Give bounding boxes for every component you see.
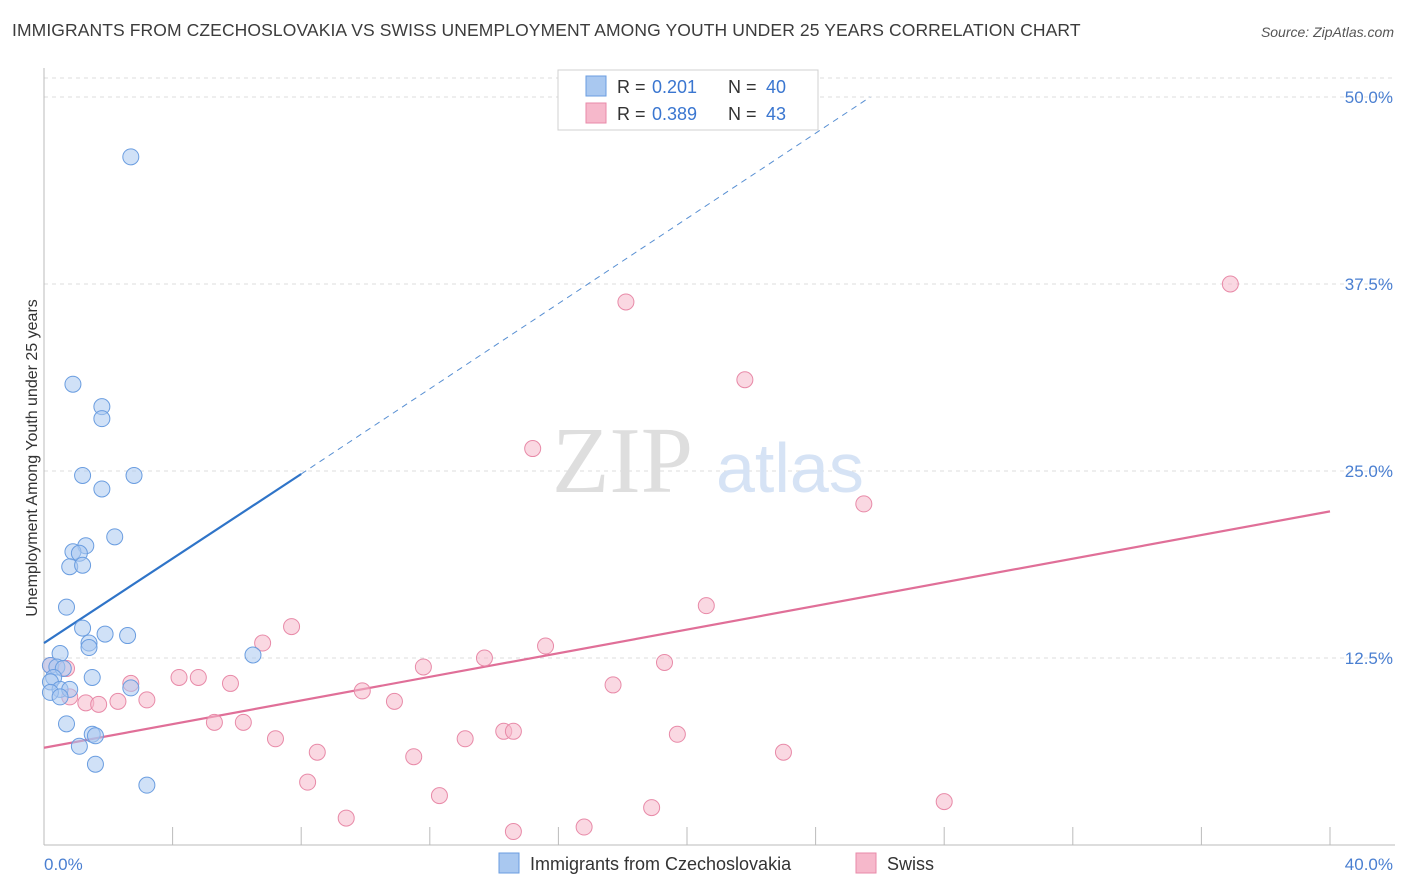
point-czechoslovakia-13 bbox=[58, 598, 76, 616]
point-swiss-42 bbox=[575, 818, 593, 836]
legend-swatch-swiss bbox=[585, 102, 607, 124]
watermark-atlas: atlas bbox=[716, 429, 864, 507]
legend-r-value-2: 0.389 bbox=[652, 104, 697, 124]
points-swiss bbox=[41, 275, 1239, 841]
watermark-zip: ZIP bbox=[552, 409, 693, 513]
point-czechoslovakia-0 bbox=[122, 148, 140, 166]
point-swiss-40 bbox=[935, 793, 953, 811]
point-czechoslovakia-4 bbox=[74, 466, 92, 484]
gridlines bbox=[44, 77, 1395, 659]
point-czechoslovakia-34 bbox=[86, 727, 104, 745]
legend-swatch-czechoslovakia bbox=[585, 75, 607, 97]
point-swiss-36 bbox=[299, 773, 317, 791]
point-swiss-15 bbox=[221, 674, 239, 692]
point-swiss-2 bbox=[736, 371, 754, 389]
point-swiss-26 bbox=[205, 713, 223, 731]
point-czechoslovakia-1 bbox=[64, 375, 82, 393]
x-tick-label-1: 40.0% bbox=[1345, 855, 1393, 874]
point-czechoslovakia-30 bbox=[51, 688, 69, 706]
chart-title: IMMIGRANTS FROM CZECHOSLOVAKIA VS SWISS … bbox=[12, 20, 1081, 40]
point-swiss-12 bbox=[170, 668, 188, 686]
point-swiss-24 bbox=[385, 692, 403, 710]
y-tick-label-0: 12.5% bbox=[1345, 649, 1393, 668]
point-czechoslovakia-15 bbox=[119, 627, 137, 645]
trend-line-czechoslovakia bbox=[43, 473, 302, 644]
points-czechoslovakia bbox=[41, 148, 262, 794]
point-swiss-23 bbox=[90, 695, 108, 713]
point-swiss-5 bbox=[697, 597, 715, 615]
watermark: ZIP atlas bbox=[552, 409, 864, 513]
y-tick-label-1: 25.0% bbox=[1345, 462, 1393, 481]
legend-n-label-1: N = bbox=[728, 77, 757, 97]
point-czechoslovakia-5 bbox=[125, 466, 143, 484]
point-czechoslovakia-18 bbox=[80, 639, 98, 657]
legend-n-label-2: N = bbox=[728, 104, 757, 124]
point-swiss-1 bbox=[617, 293, 635, 311]
point-swiss-9 bbox=[475, 649, 493, 667]
point-czechoslovakia-36 bbox=[86, 755, 104, 773]
point-swiss-3 bbox=[524, 440, 542, 458]
bottom-legend-swatch-swiss bbox=[855, 852, 877, 874]
trend-lines bbox=[43, 96, 1331, 749]
point-czechoslovakia-31 bbox=[122, 679, 140, 697]
point-swiss-6 bbox=[283, 618, 301, 636]
point-czechoslovakia-14 bbox=[74, 619, 92, 637]
point-swiss-8 bbox=[537, 637, 555, 655]
trend-line-swiss bbox=[43, 510, 1331, 749]
point-swiss-33 bbox=[308, 743, 326, 761]
point-czechoslovakia-26 bbox=[83, 668, 101, 686]
point-swiss-10 bbox=[655, 653, 673, 671]
point-swiss-20 bbox=[138, 691, 156, 709]
bottom-legend-label-czechoslovakia: Immigrants from Czechoslovakia bbox=[530, 854, 792, 874]
legend-n-value-2: 43 bbox=[766, 104, 786, 124]
point-czechoslovakia-37 bbox=[138, 776, 156, 794]
y-tick-label-3: 50.0% bbox=[1345, 88, 1393, 107]
point-swiss-19 bbox=[353, 682, 371, 700]
legend-r-value-1: 0.201 bbox=[652, 77, 697, 97]
bottom-legend: Immigrants from Czechoslovakia Swiss bbox=[498, 852, 934, 874]
point-swiss-38 bbox=[643, 799, 661, 817]
point-swiss-0 bbox=[1221, 275, 1239, 293]
y-tick-labels: 12.5% 25.0% 37.5% 50.0% bbox=[1345, 88, 1393, 668]
legend-r-label-1: R = bbox=[617, 77, 646, 97]
x-tick-label-0: 0.0% bbox=[44, 855, 83, 874]
legend-n-value-1: 40 bbox=[766, 77, 786, 97]
point-swiss-21 bbox=[109, 692, 127, 710]
point-swiss-32 bbox=[266, 730, 284, 748]
point-swiss-31 bbox=[456, 730, 474, 748]
point-swiss-7 bbox=[254, 634, 272, 652]
point-swiss-29 bbox=[504, 722, 522, 740]
bottom-legend-swatch-czechoslovakia bbox=[498, 852, 520, 874]
point-czechoslovakia-6 bbox=[93, 480, 111, 498]
point-czechoslovakia-12 bbox=[74, 556, 92, 574]
bottom-legend-label-swiss: Swiss bbox=[887, 854, 934, 874]
point-czechoslovakia-16 bbox=[96, 625, 114, 643]
point-swiss-27 bbox=[234, 713, 252, 731]
point-swiss-4 bbox=[855, 495, 873, 513]
source-credit: Source: ZipAtlas.com bbox=[1260, 24, 1394, 40]
point-swiss-16 bbox=[604, 676, 622, 694]
axes bbox=[43, 68, 1395, 846]
point-swiss-39 bbox=[337, 809, 355, 827]
point-swiss-34 bbox=[405, 748, 423, 766]
point-swiss-41 bbox=[504, 823, 522, 841]
point-czechoslovakia-7 bbox=[106, 528, 124, 546]
trend-line-czechoslovakia-extension bbox=[300, 96, 871, 475]
point-czechoslovakia-35 bbox=[70, 737, 88, 755]
point-czechoslovakia-3 bbox=[93, 410, 111, 428]
y-axis-label: Unemployment Among Youth under 25 years bbox=[24, 299, 41, 617]
point-swiss-30 bbox=[668, 725, 686, 743]
point-swiss-35 bbox=[774, 743, 792, 761]
legend-r-label-2: R = bbox=[617, 104, 646, 124]
point-swiss-11 bbox=[414, 658, 432, 676]
point-czechoslovakia-19 bbox=[244, 646, 262, 664]
point-swiss-37 bbox=[430, 787, 448, 805]
point-czechoslovakia-32 bbox=[58, 715, 76, 733]
x-tick-labels: 0.0% 40.0% bbox=[44, 855, 1393, 874]
y-tick-label-2: 37.5% bbox=[1345, 275, 1393, 294]
legend-box: R = 0.201 N = 40 R = 0.389 N = 43 bbox=[557, 69, 819, 131]
point-swiss-13 bbox=[189, 668, 207, 686]
